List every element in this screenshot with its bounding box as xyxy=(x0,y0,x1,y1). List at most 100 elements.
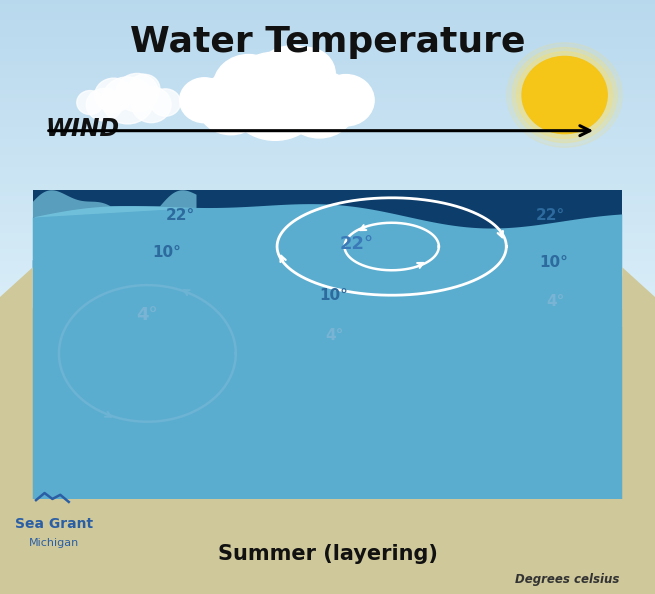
Text: Michigan: Michigan xyxy=(29,538,79,548)
Bar xyxy=(0,4,655,8)
Bar xyxy=(0,36,655,41)
Bar xyxy=(0,241,655,245)
Circle shape xyxy=(213,55,284,119)
Circle shape xyxy=(507,43,622,147)
Bar xyxy=(0,257,655,261)
Text: 22°: 22° xyxy=(536,207,565,223)
Bar xyxy=(0,0,655,4)
Bar xyxy=(0,65,655,69)
Bar xyxy=(0,175,655,179)
Polygon shape xyxy=(33,277,622,505)
Polygon shape xyxy=(33,242,622,505)
Circle shape xyxy=(102,77,154,124)
Circle shape xyxy=(517,52,612,138)
Text: Summer (layering): Summer (layering) xyxy=(217,544,438,564)
Bar xyxy=(0,232,655,237)
Bar xyxy=(0,52,655,57)
Bar xyxy=(0,245,655,249)
Bar xyxy=(0,77,655,81)
Bar xyxy=(0,16,655,20)
Text: 4°: 4° xyxy=(136,306,159,324)
Bar xyxy=(0,252,655,257)
Bar xyxy=(0,130,655,135)
Bar xyxy=(0,97,655,102)
Bar xyxy=(0,20,655,24)
Bar xyxy=(0,122,655,127)
Bar xyxy=(0,102,655,106)
Bar xyxy=(0,224,655,229)
Bar xyxy=(0,191,655,196)
Circle shape xyxy=(151,89,181,116)
Bar xyxy=(0,114,655,118)
Bar xyxy=(0,499,655,594)
Bar xyxy=(0,40,655,45)
Bar xyxy=(0,81,655,86)
Bar xyxy=(0,106,655,110)
Bar xyxy=(0,322,655,327)
Bar xyxy=(0,147,655,151)
Bar xyxy=(0,110,655,114)
Bar xyxy=(0,179,655,184)
Bar xyxy=(0,265,655,270)
Bar xyxy=(0,302,655,307)
Bar xyxy=(0,289,655,294)
Polygon shape xyxy=(0,267,33,594)
Circle shape xyxy=(86,89,122,121)
Text: 10°: 10° xyxy=(539,255,568,270)
Circle shape xyxy=(512,48,617,143)
Bar xyxy=(0,163,655,168)
Polygon shape xyxy=(33,204,622,505)
Bar xyxy=(0,195,655,200)
Bar xyxy=(0,298,655,302)
Bar xyxy=(0,171,655,176)
Bar xyxy=(0,281,655,286)
Polygon shape xyxy=(622,267,655,594)
Bar xyxy=(0,314,655,318)
Circle shape xyxy=(116,74,159,112)
Bar xyxy=(0,200,655,204)
Bar xyxy=(0,93,655,98)
Bar xyxy=(0,143,655,147)
Bar xyxy=(0,208,655,212)
Text: Water Temperature: Water Temperature xyxy=(130,24,525,59)
Bar xyxy=(0,183,655,188)
Bar xyxy=(0,24,655,29)
Bar xyxy=(0,248,655,253)
Bar xyxy=(0,310,655,314)
Text: 4°: 4° xyxy=(325,328,343,343)
Circle shape xyxy=(197,74,265,135)
Text: 10°: 10° xyxy=(153,245,181,260)
Circle shape xyxy=(77,90,103,115)
Circle shape xyxy=(95,78,132,112)
Bar xyxy=(0,85,655,90)
Bar xyxy=(0,126,655,131)
Bar xyxy=(0,293,655,298)
Polygon shape xyxy=(33,190,622,505)
Bar xyxy=(0,8,655,12)
Text: 22°: 22° xyxy=(166,207,195,223)
Text: Degrees celsius: Degrees celsius xyxy=(515,573,619,586)
Circle shape xyxy=(277,48,335,100)
Bar xyxy=(0,159,655,163)
Bar xyxy=(0,306,655,310)
Bar xyxy=(0,285,655,290)
Circle shape xyxy=(318,75,374,126)
Bar xyxy=(0,236,655,241)
Bar xyxy=(0,154,655,159)
Bar xyxy=(0,134,655,139)
Circle shape xyxy=(132,87,171,122)
Polygon shape xyxy=(33,190,196,217)
Bar xyxy=(0,216,655,220)
Bar xyxy=(0,277,655,282)
Bar xyxy=(0,73,655,78)
Bar xyxy=(0,138,655,143)
Bar xyxy=(0,118,655,122)
Bar xyxy=(0,318,655,323)
Bar xyxy=(0,187,655,192)
Circle shape xyxy=(128,74,160,103)
Text: 4°: 4° xyxy=(546,294,565,309)
Text: 22°: 22° xyxy=(340,235,374,252)
Circle shape xyxy=(227,52,324,140)
Bar xyxy=(0,204,655,208)
Bar xyxy=(0,220,655,225)
